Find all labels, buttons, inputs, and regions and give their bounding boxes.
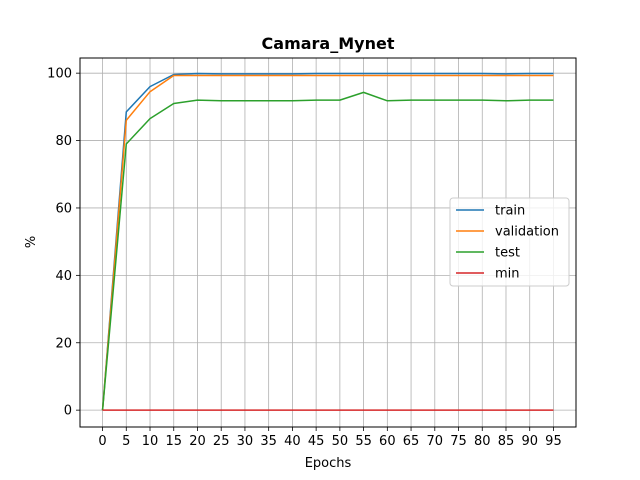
x-tick-label: 40 [284, 434, 301, 449]
x-tick-label: 50 [332, 434, 349, 449]
x-tick-label: 60 [379, 434, 396, 449]
y-tick-label: 60 [55, 201, 72, 216]
x-tick-label: 70 [427, 434, 444, 449]
y-tick-label: 20 [55, 336, 72, 351]
series-line-validation [101, 74, 554, 411]
x-tick-label: 30 [237, 434, 254, 449]
x-tick-label: 80 [474, 434, 491, 449]
y-tick-label: 100 [47, 67, 72, 82]
series-line-test [101, 91, 554, 411]
x-tick-label: 45 [308, 434, 325, 449]
x-tick-label: 15 [165, 434, 182, 449]
x-tick-label: 55 [355, 434, 372, 449]
x-tick-label: 95 [545, 434, 562, 449]
x-tick-label: 0 [98, 434, 106, 449]
chart-title: Camara_Mynet [262, 34, 395, 53]
x-axis-label: Epochs [305, 456, 352, 471]
x-tick-label: 75 [450, 434, 467, 449]
x-tick-label: 5 [122, 434, 130, 449]
x-tick-label: 90 [521, 434, 538, 449]
legend-label-test: test [495, 246, 520, 261]
x-tick-label: 65 [403, 434, 420, 449]
y-axis-label: % [24, 236, 39, 248]
y-tick-label: 0 [64, 404, 72, 419]
axis-ticks: 0 5 10 15 20 25 30 35 40 45 50 55 60 65 70 75 80 85 90 95 0 2… [47, 67, 562, 449]
legend-label-train: train [495, 204, 525, 219]
x-tick-label: 85 [498, 434, 515, 449]
legend-box [449, 197, 570, 287]
series-line-train [101, 72, 554, 411]
y-tick-label: 80 [55, 134, 72, 149]
series-lines [101, 72, 554, 411]
legend-label-min: min [495, 267, 520, 282]
x-tick-label: 35 [260, 434, 277, 449]
legend-label-validation: validation [495, 225, 559, 240]
legend: train validation test min [449, 197, 570, 287]
x-tick-label: 25 [213, 434, 230, 449]
y-tick-label: 40 [55, 269, 72, 284]
x-tick-label: 20 [189, 434, 206, 449]
plot-frame [79, 57, 577, 428]
x-tick-label: 10 [142, 434, 159, 449]
